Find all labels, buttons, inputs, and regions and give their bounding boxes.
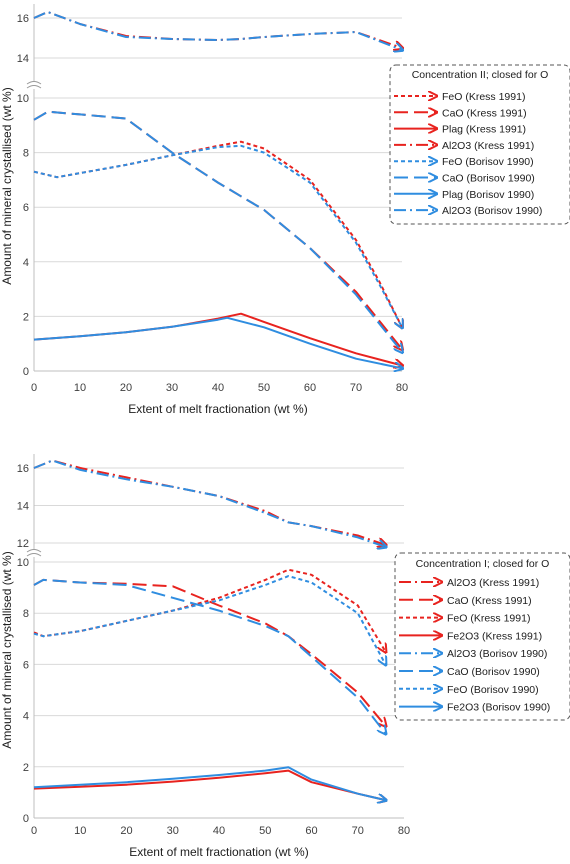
legend-box — [394, 552, 570, 721]
chart-2: 0 10 20 30 40 50 60 70 80 0 2 4 6 8 10 12 14 16 Extent of … — [0, 454, 570, 859]
legend-title: Concentration II; closed for O — [412, 69, 549, 81]
series-group — [33, 11, 402, 369]
x-axis-label: Extent of melt fractionation (wt %) — [129, 845, 308, 859]
x-tick-label: 70 — [350, 382, 362, 394]
x-axis-label: Extent of melt fractionation (wt %) — [128, 402, 307, 416]
series-line — [33, 316, 402, 369]
legend-entry: FeO (Borisov 1990) — [447, 684, 539, 696]
x-tick-label: 10 — [74, 825, 86, 837]
legend-entry: FeO (Kress 1991) — [447, 613, 530, 625]
legend-entry: Plag (Borisov 1990) — [442, 189, 534, 201]
x-tick-label: 0 — [31, 825, 37, 837]
legend-title: Concentration I; closed for O — [416, 558, 550, 570]
series-line — [33, 11, 402, 50]
legend-entry: Al2O3 (Borisov 1990) — [442, 205, 542, 217]
series-line — [33, 11, 402, 48]
gridlines — [34, 467, 404, 768]
legend-entry: Fe2O3 (Kress 1991) — [447, 630, 542, 642]
x-tick-label: 20 — [120, 825, 132, 837]
legend-box — [389, 64, 570, 225]
y-tick-label: 0 — [23, 813, 29, 825]
legend-entry: CaO (Kress 1991) — [442, 107, 527, 119]
series-line — [33, 144, 402, 327]
x-tick-label: 30 — [167, 825, 179, 837]
legend-entry: Plag (Kress 1991) — [442, 124, 526, 136]
legend-entry: CaO (Kress 1991) — [447, 595, 532, 607]
series-line — [33, 568, 386, 652]
x-tick-label: 70 — [352, 825, 364, 837]
x-tick-label: 40 — [212, 382, 224, 394]
x-tick-label: 60 — [305, 825, 317, 837]
y-tick-label: 16 — [17, 463, 29, 475]
axis-break-curve — [26, 81, 42, 85]
x-tick-label: 40 — [213, 825, 225, 837]
gridlines — [34, 17, 402, 317]
y-axis-label: Amount of mineral crystallised (wt %) — [0, 551, 14, 748]
y-tick-label: 8 — [23, 608, 29, 620]
x-tick-label: 30 — [166, 382, 178, 394]
x-tick-label: 50 — [258, 382, 270, 394]
y-tick-label: 6 — [23, 202, 29, 214]
y-tick-label: 14 — [17, 53, 29, 65]
x-tick-label: 80 — [398, 825, 410, 837]
axis-break-curve — [26, 85, 42, 89]
series-line — [33, 578, 386, 726]
y-tick-label: 8 — [23, 148, 29, 160]
axis-break-mark — [26, 549, 42, 557]
legend: Concentration II; closed for O FeO (Kress… — [389, 64, 570, 225]
legend-entry: Fe2O3 (Borisov 1990) — [447, 702, 550, 714]
series-group — [33, 459, 386, 801]
legend-entry: FeO (Kress 1991) — [442, 91, 525, 103]
chart-1: 0 10 20 30 40 50 60 70 80 0 2 4 6 8 10 14 16 Extent of me… — [0, 4, 570, 416]
x-tick-label: 0 — [31, 382, 37, 394]
series-line — [33, 110, 402, 352]
legend-entry: Al2O3 (Borisov 1990) — [447, 648, 547, 660]
x-tick-label: 80 — [396, 382, 408, 394]
y-tick-label: 10 — [17, 93, 29, 105]
y-tick-label: 6 — [23, 659, 29, 671]
x-tick-label: 10 — [74, 382, 86, 394]
y-tick-label: 12 — [17, 538, 29, 550]
y-tick-label: 16 — [17, 13, 29, 25]
series-line — [33, 140, 402, 328]
legend-entry: Al2O3 (Kress 1991) — [442, 140, 534, 152]
y-tick-label: 4 — [23, 711, 29, 723]
series-line — [33, 766, 386, 800]
series-line — [33, 769, 386, 801]
legend-entry: Al2O3 (Kress 1991) — [447, 577, 539, 589]
y-tick-label: 4 — [23, 257, 29, 269]
y-tick-label: 2 — [23, 762, 29, 774]
x-tick-label: 60 — [304, 382, 316, 394]
legend-entry: CaO (Borisov 1990) — [442, 173, 535, 185]
x-tick-label: 20 — [120, 382, 132, 394]
series-line — [33, 578, 386, 734]
series-line — [33, 459, 386, 547]
axis-break-curve — [26, 549, 42, 553]
legend-entry: FeO (Borisov 1990) — [442, 156, 534, 168]
series-line — [33, 575, 386, 664]
series-line — [33, 110, 402, 350]
y-tick-label: 10 — [17, 557, 29, 569]
y-tick-label: 14 — [17, 501, 29, 513]
y-tick-label: 0 — [23, 366, 29, 378]
y-axis-label: Amount of mineral crystallised (wt %) — [0, 87, 14, 284]
axis-break-curve — [26, 553, 42, 557]
legend: Concentration I; closed for O Al2O3 (Kres… — [394, 552, 570, 721]
legend-entry: CaO (Borisov 1990) — [447, 666, 540, 678]
x-tick-label: 50 — [259, 825, 271, 837]
axis-break-mark — [26, 81, 42, 89]
y-tick-label: 2 — [23, 311, 29, 323]
series-line — [33, 312, 402, 366]
